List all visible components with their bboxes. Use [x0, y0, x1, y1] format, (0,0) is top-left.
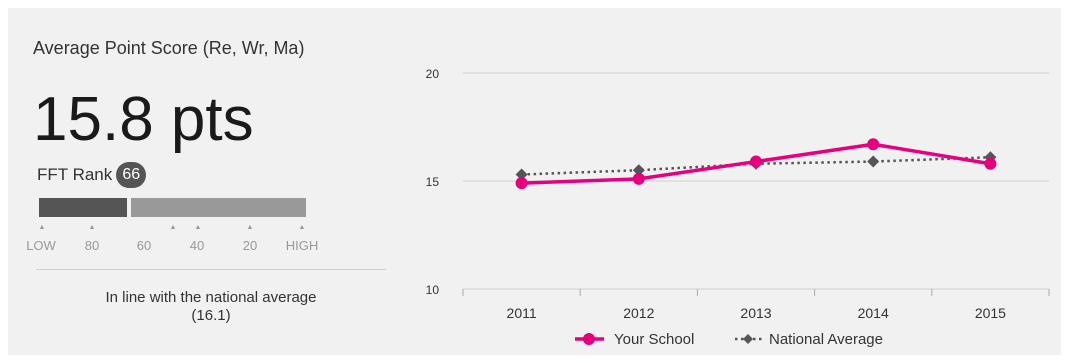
x-tick-label: 2014 [858, 305, 889, 321]
data-point-national-average [632, 164, 645, 177]
legend-marker-your-school [583, 333, 595, 345]
y-tick-label: 10 [426, 283, 440, 297]
x-tick-label: 2012 [623, 305, 654, 321]
section-divider [36, 269, 386, 270]
x-tick-label: 2013 [740, 305, 771, 321]
y-tick-label: 20 [426, 67, 440, 81]
rank-scale-label-20: 20 [242, 238, 258, 253]
x-tick-label: 2011 [507, 305, 537, 321]
rank-scale-tick-icon: ▲ [38, 224, 46, 231]
rank-scale-label-high: HIGH [285, 238, 319, 253]
rank-scale-label-80: 80 [84, 238, 100, 253]
data-point-your-school [515, 177, 528, 190]
rank-scale-tick-icon: ▲ [194, 224, 202, 231]
legend-marker-national-average [743, 334, 753, 344]
rank-scale-label-low: LOW [26, 238, 56, 253]
legend-label-national-average: National Average [769, 331, 883, 348]
comparison-note-line2: (16.1) [191, 307, 231, 324]
rank-scale-tick-icon: ▲ [169, 224, 177, 231]
fft-rank-badge: 66 [116, 162, 147, 188]
comparison-note-line1: In line with the national average [105, 289, 317, 306]
data-point-your-school [632, 172, 645, 185]
data-point-national-average [867, 155, 880, 168]
data-point-your-school [750, 155, 762, 168]
rank-scale-tick-icon: ▲ [88, 224, 96, 231]
rank-scale-label-40: 40 [189, 238, 205, 253]
rank-scale-tick-icon: ▲ [246, 224, 254, 231]
data-point-your-school [867, 138, 880, 151]
metric-title: Average Point Score (Re, Wr, Ma) [33, 38, 305, 58]
legend-label-your-school: Your School [614, 331, 694, 348]
rank-bar-filled [39, 198, 127, 217]
comparison-note: In line with the national average (16.1) [36, 289, 386, 325]
rank-scale-tick-icon: ▲ [298, 224, 306, 231]
y-tick-label: 15 [426, 175, 440, 189]
data-point-your-school [984, 157, 997, 170]
metric-value: 15.8 pts [33, 85, 254, 154]
fft-rank-label: FFT Rank [37, 165, 113, 184]
rank-scale-label-60: 60 [136, 238, 152, 253]
data-point-national-average [515, 168, 528, 181]
x-tick-label: 2015 [975, 305, 1006, 321]
rank-bar-remaining [131, 198, 306, 217]
fft-rank: FFT Rank 66 [37, 162, 147, 188]
